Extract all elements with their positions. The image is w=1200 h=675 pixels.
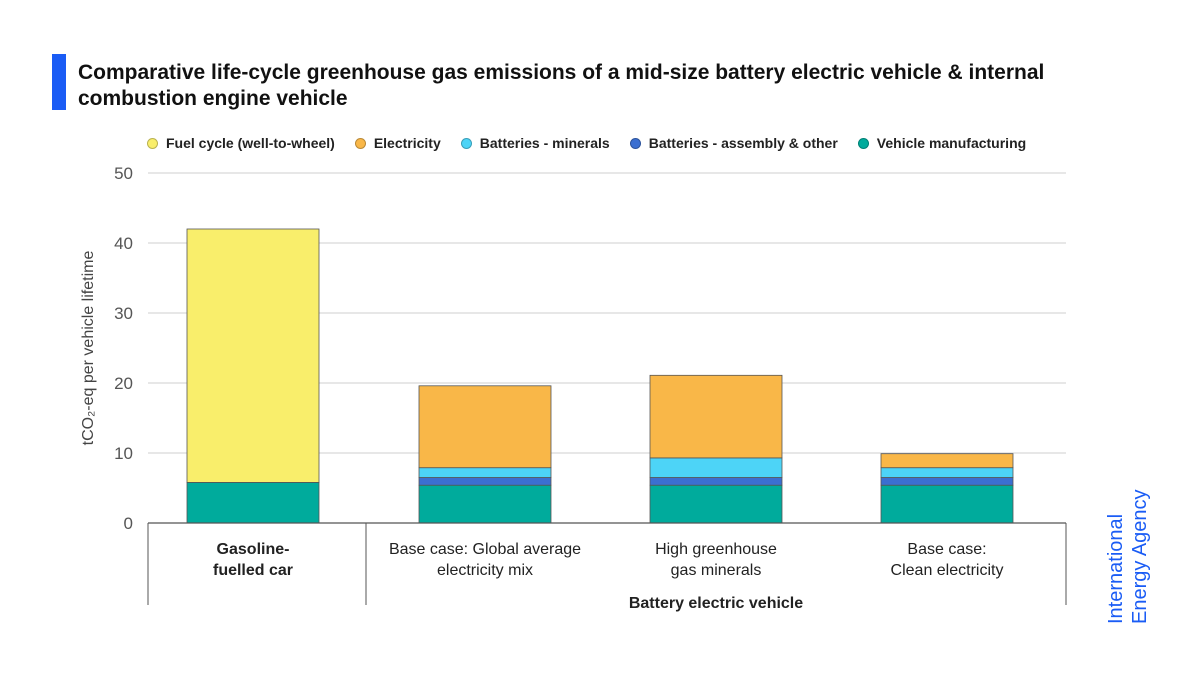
bar-segment-batteries-minerals xyxy=(649,457,783,478)
category-label: Gasoline- xyxy=(217,541,290,558)
y-tick-label: 50 xyxy=(114,164,133,183)
y-axis-label: tCO₂-eq per vehicle lifetime xyxy=(80,251,97,446)
iea-logo: International Energy Agency xyxy=(1105,489,1151,624)
legend-label: Fuel cycle (well-to-wheel) xyxy=(166,135,335,151)
legend-item-electricity: Electricity xyxy=(354,135,441,151)
group-label-battery-electric-vehicle: Battery electric vehicle xyxy=(629,595,803,612)
chart-legend: Fuel cycle (well-to-wheel) Electricity Bat… xyxy=(147,135,1046,151)
bar-segment-electricity xyxy=(649,374,783,459)
legend-swatch xyxy=(354,137,366,149)
category-label: fuelled car xyxy=(213,562,293,579)
y-tick-label: 40 xyxy=(114,234,133,253)
title-accent-bar xyxy=(52,54,66,110)
chart-title: Comparative life-cycle greenhouse gas em… xyxy=(78,61,1045,110)
bar-segment-fuel-cycle-well-to-wheel xyxy=(186,228,320,483)
category-label: High greenhouse xyxy=(655,541,777,558)
bar-segment-electricity xyxy=(880,453,1014,469)
y-tick-label: 0 xyxy=(124,514,133,533)
bar-segment-vehicle-manufacturing xyxy=(418,484,552,524)
legend-label: Vehicle manufacturing xyxy=(876,135,1027,151)
legend-label: Batteries - minerals xyxy=(479,135,610,151)
bar-segment-vehicle-manufacturing xyxy=(186,481,320,524)
logo-line-2: Energy Agency xyxy=(1129,489,1151,624)
bar-segment-vehicle-manufacturing xyxy=(649,484,783,524)
legend-label: Batteries - assembly & other xyxy=(648,135,838,151)
bar-segment-vehicle-manufacturing xyxy=(880,484,1014,524)
bar-segment-batteries-assembly-other xyxy=(880,477,1014,486)
category-label: Clean electricity xyxy=(891,562,1004,579)
legend-swatch xyxy=(460,137,472,149)
legend-swatch xyxy=(629,137,641,149)
category-label: Base case: xyxy=(907,541,986,558)
category-label: Base case: Global average xyxy=(389,541,581,558)
bar-segment-batteries-minerals xyxy=(880,467,1014,478)
bar-segment-batteries-assembly-other xyxy=(649,477,783,486)
y-tick-label: 10 xyxy=(114,444,133,463)
category-label: gas minerals xyxy=(671,562,762,579)
bar-segment-electricity xyxy=(418,385,552,469)
legend-item-fuel-cycle-well-to-wheel: Fuel cycle (well-to-wheel) xyxy=(147,135,335,151)
bar-segment-batteries-minerals xyxy=(418,467,552,478)
legend-item-vehicle-manufacturing: Vehicle manufacturing xyxy=(857,135,1027,151)
y-tick-label: 20 xyxy=(114,374,133,393)
y-tick-label: 30 xyxy=(114,304,133,323)
legend-swatch xyxy=(147,137,158,149)
legend-label: Electricity xyxy=(373,135,441,151)
bar-segment-batteries-assembly-other xyxy=(418,477,552,486)
legend-item-batteries-assembly-other: Batteries - assembly & other xyxy=(629,135,838,151)
legend-swatch xyxy=(857,137,869,149)
category-label: electricity mix xyxy=(437,562,533,579)
legend-item-batteries-minerals: Batteries - minerals xyxy=(460,135,610,151)
logo-line-1: International xyxy=(1105,514,1127,624)
